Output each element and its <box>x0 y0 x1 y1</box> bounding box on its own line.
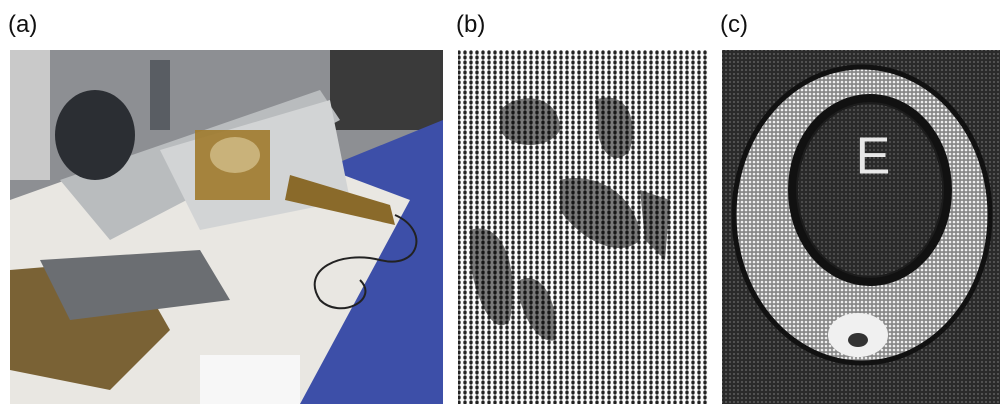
panel-label: (c) <box>720 11 748 38</box>
scan-marker: E <box>856 128 891 186</box>
panel-label: (a) <box>8 11 37 38</box>
panel-label: (b) <box>456 11 485 38</box>
photo-a <box>10 50 443 404</box>
image-b <box>458 50 708 404</box>
image-c: E <box>722 50 1000 404</box>
